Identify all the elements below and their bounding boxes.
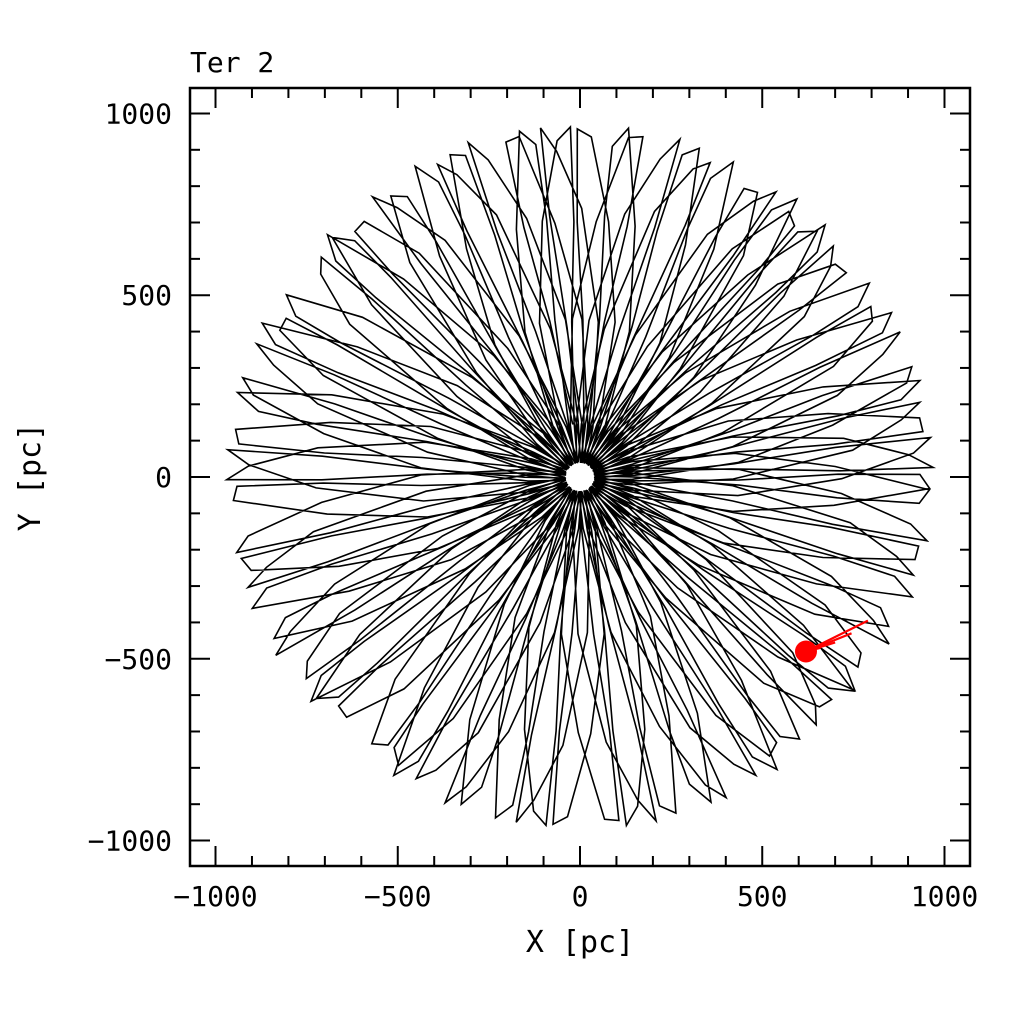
y-tick-label: −1000 — [88, 825, 172, 858]
axis-ticks — [190, 88, 970, 866]
y-axis-label: Y [pc] — [13, 423, 48, 531]
current-position-marker — [794, 640, 817, 663]
x-axis-label: X [pc] — [526, 925, 634, 960]
orbit-path — [223, 124, 937, 828]
x-tick-labels: −1000 −500 0 500 1000 — [173, 880, 978, 913]
y-tick-label: −500 — [105, 643, 172, 676]
y-tick-label: 1000 — [105, 97, 172, 130]
y-tick-labels: −1000 −500 0 500 1000 — [88, 97, 172, 857]
x-tick-label: −1000 — [173, 880, 257, 913]
recent-track-segment — [805, 619, 869, 653]
x-tick-label: 1000 — [911, 880, 978, 913]
x-tick-label: 500 — [737, 880, 788, 913]
chart-title: Ter 2 — [190, 46, 274, 79]
plot-frame — [188, 86, 972, 868]
x-tick-label: −500 — [364, 880, 431, 913]
y-tick-label: 500 — [121, 279, 172, 312]
y-tick-label: 0 — [155, 461, 172, 494]
plot-area — [223, 124, 937, 828]
x-tick-label: 0 — [572, 880, 589, 913]
